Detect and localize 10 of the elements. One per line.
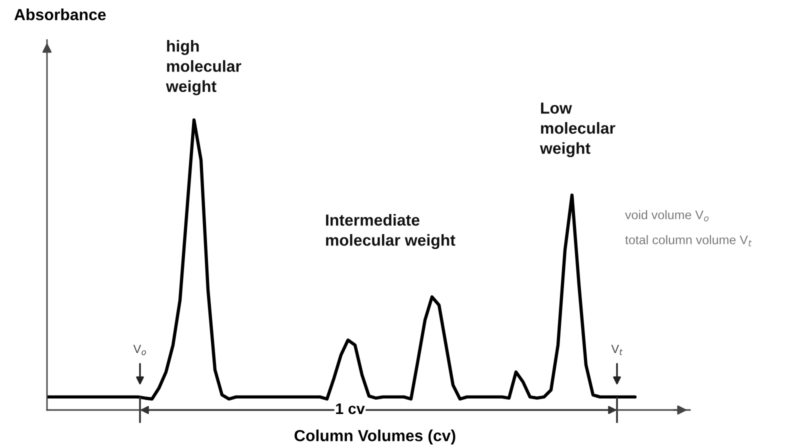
annotation: V$_{o}$	[133, 344, 146, 356]
annotation: Low molecular weight	[540, 102, 616, 158]
annotation: Intermediate molecular weight	[326, 214, 456, 250]
annotation: 1 cv	[336, 403, 365, 414]
text: high molecular weight	[166, 40, 242, 96]
text: Absorbance	[14, 8, 106, 20]
annotation: V$_{t}$	[611, 344, 623, 355]
annotation: total column volume V$_{t}$	[625, 235, 752, 246]
annotation: void volume V$_{o}$	[625, 210, 709, 222]
x-axis-title: Column Volumes (cv)	[294, 430, 456, 444]
